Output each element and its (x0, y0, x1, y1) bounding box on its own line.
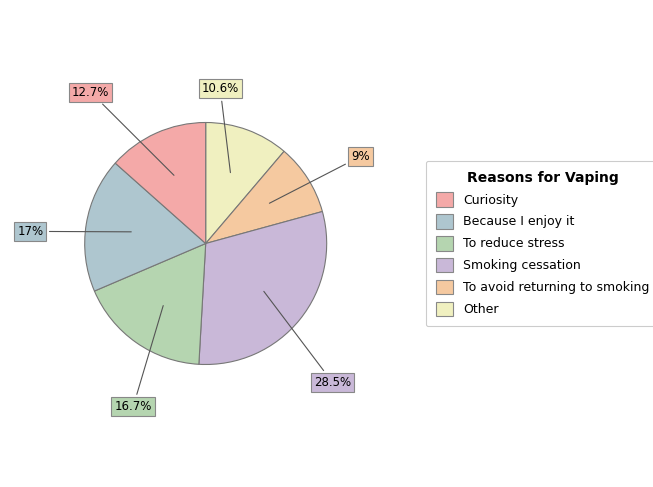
Wedge shape (206, 151, 323, 244)
Text: 12.7%: 12.7% (72, 86, 174, 175)
Text: 10.6%: 10.6% (202, 82, 239, 172)
Wedge shape (85, 163, 206, 291)
Text: 9%: 9% (270, 150, 370, 203)
Text: 17%: 17% (17, 225, 131, 238)
Wedge shape (95, 244, 206, 364)
Wedge shape (115, 123, 206, 244)
Legend: Curiosity, Because I enjoy it, To reduce stress, Smoking cessation, To avoid ret: Curiosity, Because I enjoy it, To reduce… (426, 161, 653, 326)
Wedge shape (206, 123, 284, 244)
Text: 16.7%: 16.7% (114, 306, 163, 413)
Text: 28.5%: 28.5% (264, 291, 351, 389)
Wedge shape (199, 211, 326, 364)
